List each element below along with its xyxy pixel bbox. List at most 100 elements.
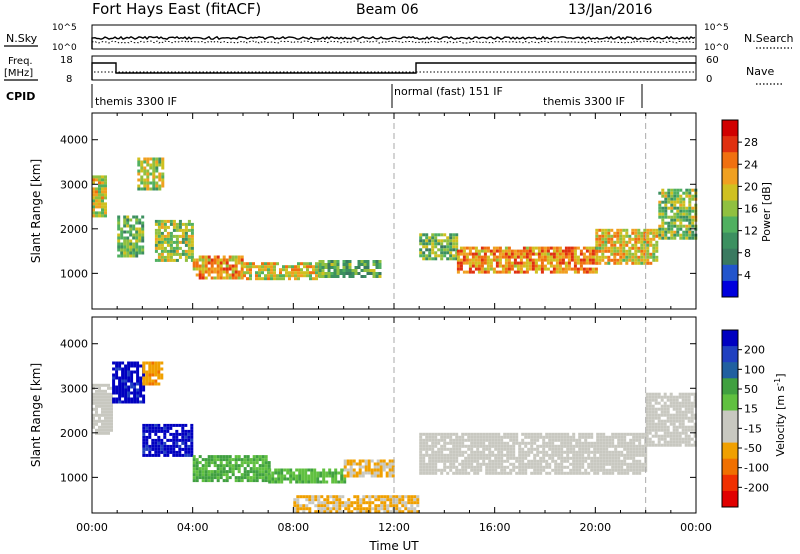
power-colorbar-swatch <box>722 136 738 153</box>
velocity-cell <box>163 441 167 445</box>
velocity-cell <box>258 476 262 480</box>
velocity-cell <box>329 501 333 505</box>
velocity-cell <box>596 471 600 475</box>
velocity-cell <box>157 373 161 377</box>
velocity-cell <box>213 470 217 474</box>
velocity-cell <box>500 441 504 445</box>
power-cell <box>676 233 680 237</box>
velocity-cell <box>407 501 411 505</box>
velocity-cell <box>635 444 639 448</box>
power-cell <box>146 187 150 191</box>
power-cell <box>610 237 614 241</box>
velocity-cell <box>675 395 679 399</box>
velocity-cell <box>127 385 131 389</box>
power-cell <box>646 231 650 235</box>
power-cell <box>619 231 623 235</box>
velocity-cell <box>675 419 679 423</box>
power-cell <box>498 264 502 268</box>
power-cell <box>582 267 586 271</box>
velocity-cell <box>365 501 369 505</box>
velocity-cell <box>178 423 182 427</box>
velocity-cell <box>362 498 366 502</box>
velocity-cell <box>296 507 300 511</box>
velocity-cell <box>283 474 287 478</box>
power-cell <box>357 272 361 275</box>
power-cell <box>591 246 595 250</box>
power-cell <box>190 246 194 250</box>
velocity-cell <box>154 361 158 365</box>
velocity-cell <box>322 474 326 478</box>
velocity-cell <box>425 450 429 454</box>
power-cell <box>558 261 562 265</box>
velocity-cell <box>355 462 359 466</box>
velocity-cell <box>596 459 600 463</box>
power-cell <box>123 245 127 249</box>
power-cell <box>682 212 686 216</box>
velocity-cell <box>422 459 426 463</box>
power-cell <box>419 242 423 246</box>
velocity-cell <box>587 447 591 451</box>
power-cell <box>664 191 668 195</box>
power-cell <box>688 227 692 231</box>
velocity-cell <box>635 471 639 475</box>
power-cell <box>540 246 544 250</box>
power-y-tick-label: 2000 <box>60 223 88 236</box>
velocity-cell <box>560 447 564 451</box>
velocity-cell <box>635 450 639 454</box>
power-cell <box>95 178 98 182</box>
velocity-cell <box>190 426 194 430</box>
power-cell <box>161 163 165 167</box>
velocity-cell <box>575 459 579 463</box>
velocity-cell <box>681 428 685 432</box>
power-cell <box>652 234 656 238</box>
power-cell <box>619 246 623 250</box>
velocity-cell <box>401 510 405 514</box>
velocity-cell <box>678 437 682 441</box>
velocity-cell <box>145 438 149 442</box>
velocity-cell <box>638 438 642 442</box>
power-cell <box>452 248 456 252</box>
power-cell <box>117 218 121 222</box>
velocity-cell <box>301 477 305 481</box>
velocity-cell <box>252 473 256 477</box>
velocity-cell <box>139 394 143 398</box>
velocity-cell <box>383 507 387 511</box>
velocity-cell <box>455 468 459 472</box>
velocity-cell <box>434 441 438 445</box>
power-cell <box>342 275 346 278</box>
velocity-cell <box>548 444 552 448</box>
velocity-cell <box>449 465 453 469</box>
velocity-cell <box>268 480 272 484</box>
power-cell <box>555 249 559 253</box>
power-cell <box>570 246 574 250</box>
power-cell <box>588 267 592 271</box>
velocity-cell <box>488 471 492 475</box>
velocity-cell <box>139 379 143 383</box>
power-cell <box>351 272 355 275</box>
velocity-cell <box>651 407 655 411</box>
velocity-cell <box>455 453 459 457</box>
power-cell <box>213 267 217 271</box>
velocity-cell <box>346 459 350 463</box>
velocity-cell <box>563 450 567 454</box>
power-cell <box>549 270 553 274</box>
velocity-cell <box>554 447 558 451</box>
velocity-echo-band <box>419 432 648 475</box>
velocity-cell <box>449 435 453 439</box>
velocity-cell <box>641 435 645 439</box>
power-cell <box>157 234 161 238</box>
power-colorbar-tick: 12 <box>744 225 758 238</box>
power-cell <box>143 178 147 182</box>
velocity-cell <box>190 432 194 436</box>
velocity-cell <box>521 468 525 472</box>
velocity-cell <box>296 498 300 502</box>
power-cell <box>291 268 294 272</box>
power-cell <box>216 264 220 268</box>
velocity-cell <box>380 498 384 502</box>
power-cell <box>486 249 490 253</box>
velocity-cell <box>187 435 191 439</box>
velocity-cell <box>335 498 339 502</box>
power-cell <box>655 258 659 262</box>
velocity-cell <box>617 453 621 457</box>
power-cell <box>155 157 159 161</box>
